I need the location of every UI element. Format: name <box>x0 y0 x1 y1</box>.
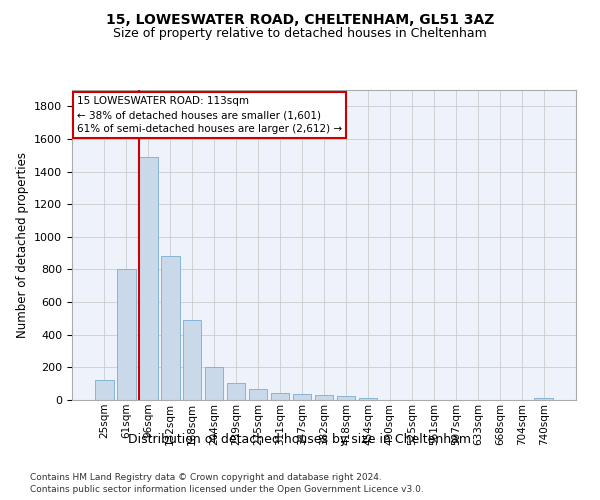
Text: Size of property relative to detached houses in Cheltenham: Size of property relative to detached ho… <box>113 28 487 40</box>
Bar <box>205 366 223 400</box>
Bar <box>249 390 268 400</box>
Bar <box>117 270 136 400</box>
Bar <box>95 380 113 400</box>
Bar <box>535 398 553 400</box>
Bar <box>337 396 355 400</box>
Text: Contains public sector information licensed under the Open Government Licence v3: Contains public sector information licen… <box>30 485 424 494</box>
Bar <box>314 395 334 400</box>
Text: 15 LOWESWATER ROAD: 113sqm
← 38% of detached houses are smaller (1,601)
61% of s: 15 LOWESWATER ROAD: 113sqm ← 38% of deta… <box>77 96 342 134</box>
Bar <box>293 394 311 400</box>
Bar <box>139 157 158 400</box>
Bar <box>227 383 245 400</box>
Bar <box>359 398 377 400</box>
Y-axis label: Number of detached properties: Number of detached properties <box>16 152 29 338</box>
Text: Contains HM Land Registry data © Crown copyright and database right 2024.: Contains HM Land Registry data © Crown c… <box>30 472 382 482</box>
Text: 15, LOWESWATER ROAD, CHELTENHAM, GL51 3AZ: 15, LOWESWATER ROAD, CHELTENHAM, GL51 3A… <box>106 12 494 26</box>
Bar <box>271 394 289 400</box>
Text: Distribution of detached houses by size in Cheltenham: Distribution of detached houses by size … <box>128 432 472 446</box>
Bar <box>183 320 202 400</box>
Bar <box>161 256 179 400</box>
